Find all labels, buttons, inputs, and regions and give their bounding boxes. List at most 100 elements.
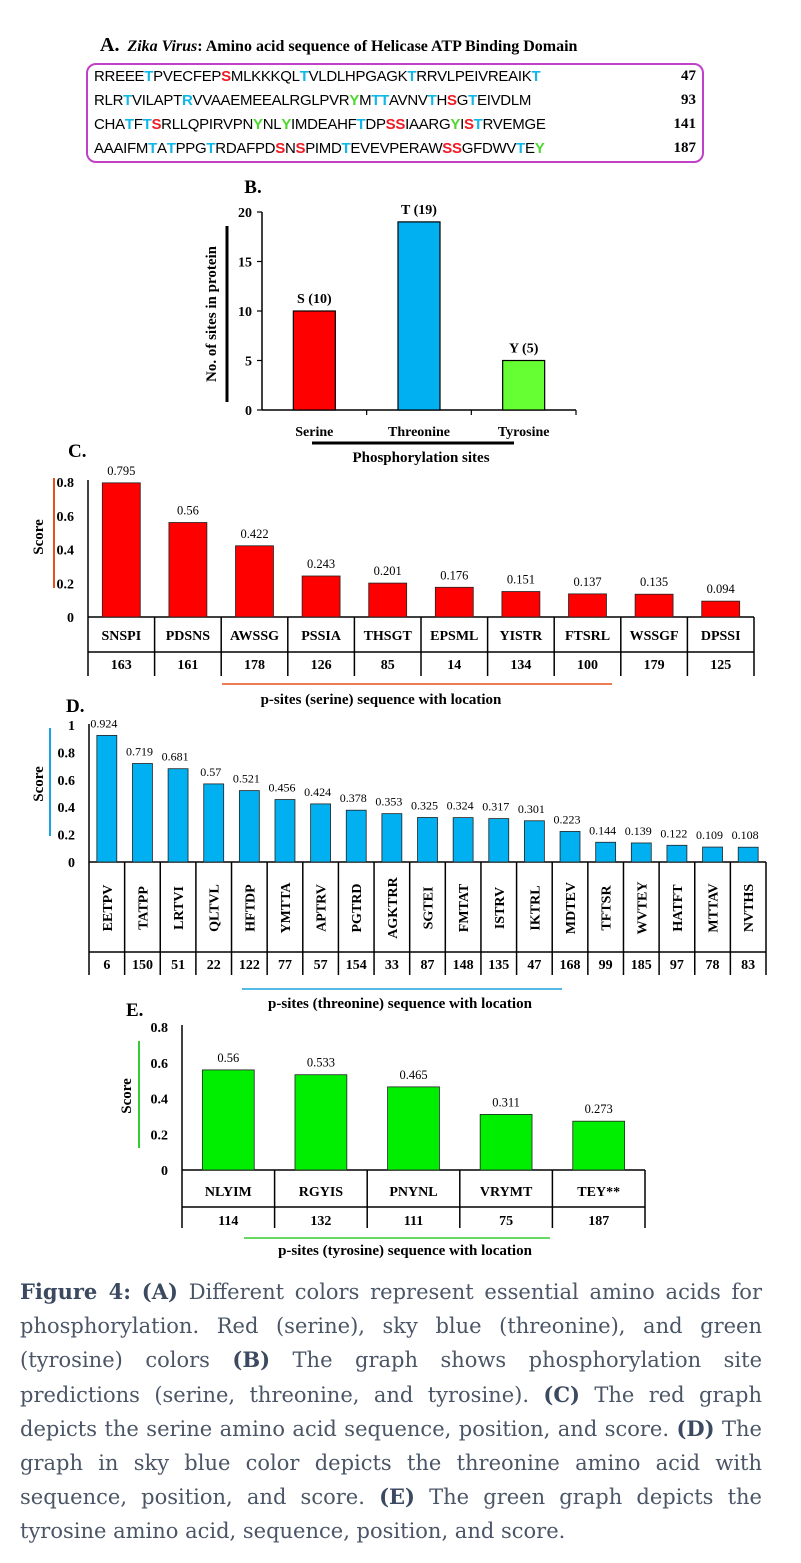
bar [368, 582, 408, 618]
residue: L [243, 68, 252, 85]
x-category-label: WVTEY [635, 882, 650, 935]
bar-label: T (19) [401, 203, 437, 218]
data-label: 0.135 [640, 575, 668, 589]
data-label: 0.223 [554, 812, 581, 826]
bar [502, 359, 546, 411]
residue: I [517, 68, 522, 85]
residue: D [481, 140, 493, 157]
x-category-label: FMTAT [457, 883, 472, 932]
residue: L [273, 116, 282, 133]
residue: R [408, 140, 420, 157]
residue: M [518, 92, 532, 109]
residue: S [442, 140, 453, 157]
x-category-label: QLTVL [208, 884, 223, 932]
residue: L [179, 116, 188, 133]
residue: A [327, 116, 338, 133]
residue: S [151, 116, 162, 133]
residue: A [236, 140, 247, 157]
x-category-label: PGTRD [350, 884, 365, 933]
x-category-label: YISTR [500, 629, 544, 644]
y-axis-title: Score [31, 519, 47, 555]
residue: R [428, 116, 439, 133]
data-label: 0.465 [399, 1068, 427, 1082]
x-category-label: DPSSI [701, 629, 741, 644]
residue: P [389, 140, 400, 157]
residue: T [123, 92, 133, 109]
residue: S [395, 116, 406, 133]
residue: E [464, 68, 475, 85]
bar [630, 842, 652, 863]
residue: I [141, 92, 146, 109]
x-category-label: APTRV [315, 884, 330, 932]
data-label: 0.378 [340, 791, 367, 805]
residue: P [375, 116, 386, 133]
x-axis-title: p-sites (serine) sequence with location [261, 692, 502, 708]
residue: L [104, 92, 113, 109]
data-label: 0.795 [107, 464, 135, 478]
caption-e: (E) [379, 1484, 415, 1509]
y-tick-label: 0.6 [57, 510, 75, 525]
residue: V [379, 140, 390, 157]
residue: M [318, 140, 332, 157]
bar [666, 844, 688, 863]
x-category-label: HATFT [671, 884, 686, 932]
residue: A [220, 92, 231, 109]
residue: T [148, 140, 157, 157]
residue: Y [534, 140, 545, 157]
sequence-line-4: AAAIFMTATPPGTRDAFPDSNSPIMDTEVEVPERAWSSGF… [94, 140, 545, 157]
residue: S [221, 68, 231, 85]
position-label: 126 [311, 658, 332, 673]
x-category-label: TEY** [577, 1185, 620, 1200]
data-label: 0.109 [696, 828, 723, 842]
position-label: 51 [171, 958, 185, 973]
caption-d: (D) [676, 1416, 715, 1441]
bar [479, 1114, 533, 1171]
bar [132, 763, 153, 863]
residue: A [376, 68, 387, 85]
residue: K [270, 68, 281, 85]
residue: R [161, 116, 172, 133]
bar [568, 593, 607, 618]
x-category-label: MTTAV [707, 883, 722, 932]
data-label: 0.273 [585, 1102, 613, 1116]
residue: T [206, 140, 216, 157]
residue: M [239, 92, 253, 109]
x-category-label: TFTSR [600, 885, 615, 931]
residue: R [94, 92, 105, 109]
data-label: 0.533 [307, 1056, 335, 1070]
position-label: 122 [239, 958, 260, 973]
residue: E [369, 140, 380, 157]
residue: R [112, 92, 124, 109]
residue: G [524, 116, 536, 133]
position-label: 14 [447, 658, 461, 673]
bar [524, 820, 545, 863]
residue: R [416, 68, 427, 85]
panel-letter: C. [68, 441, 86, 462]
position-label: 22 [207, 958, 221, 973]
x-category-label: SNSPI [101, 629, 141, 644]
residue: L [291, 68, 300, 85]
bar [737, 846, 759, 863]
figure-caption: Figure 4: (A) Different colors represent… [20, 1275, 762, 1548]
residue: T [299, 68, 309, 85]
residue: A [419, 140, 429, 157]
data-label: 0.094 [707, 582, 736, 596]
data-label: 0.122 [660, 826, 687, 840]
x-category-label: WSSGF [630, 629, 679, 644]
y-tick-label: 0.2 [57, 577, 75, 592]
residue: K [251, 68, 261, 85]
residue: T [380, 92, 390, 109]
residue: N [242, 116, 254, 133]
bar [559, 831, 581, 863]
residue: P [305, 140, 315, 157]
residue: D [264, 140, 276, 157]
bar [572, 1120, 626, 1171]
residue: I [123, 140, 128, 157]
residue: T [371, 92, 381, 109]
residue: T [427, 92, 437, 109]
residue: R [338, 92, 350, 109]
position-label: 100 [577, 658, 598, 673]
bar [238, 790, 260, 863]
residue: F [133, 116, 143, 133]
x-category-label: RGYIS [299, 1185, 344, 1200]
